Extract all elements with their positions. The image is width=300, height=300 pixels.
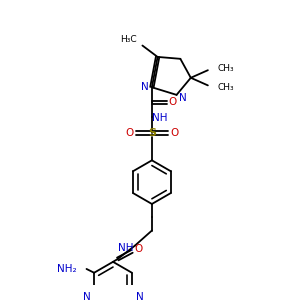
Text: CH₃: CH₃: [218, 83, 234, 92]
Text: H₃C: H₃C: [120, 35, 137, 44]
Text: N: N: [179, 93, 187, 103]
Text: NH: NH: [152, 112, 167, 123]
Text: O: O: [170, 128, 179, 138]
Text: O: O: [125, 128, 133, 138]
Text: N: N: [136, 292, 143, 300]
Text: O: O: [134, 244, 143, 254]
Text: O: O: [169, 98, 177, 107]
Text: CH₃: CH₃: [218, 64, 234, 73]
Text: NH₂: NH₂: [57, 264, 77, 274]
Text: N: N: [82, 292, 90, 300]
Text: S: S: [148, 128, 156, 138]
Text: NH: NH: [118, 243, 133, 253]
Text: N: N: [141, 82, 149, 92]
